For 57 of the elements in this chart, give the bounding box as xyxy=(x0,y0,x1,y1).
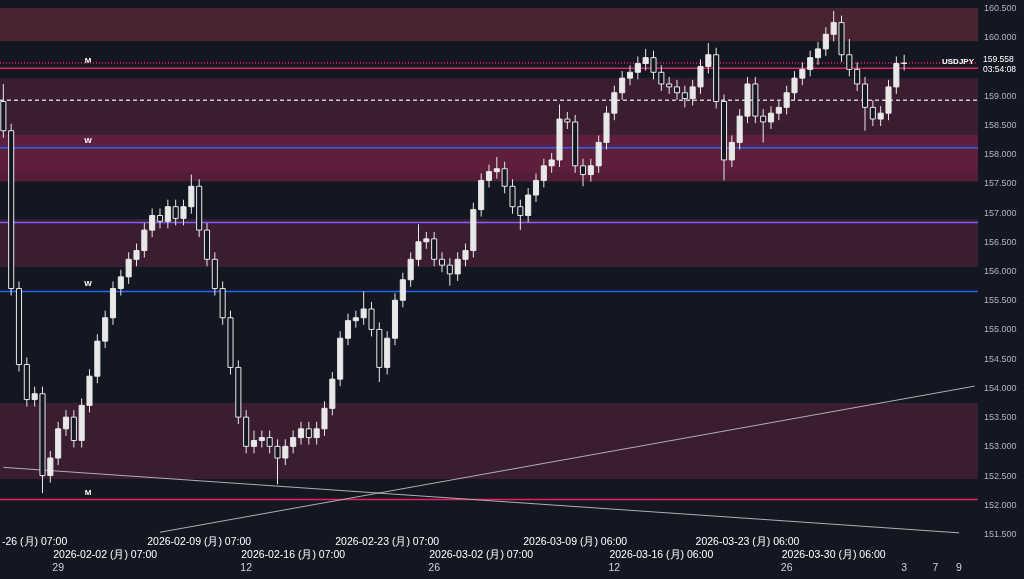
x-tick-label: 26 xyxy=(428,561,441,573)
candlestick xyxy=(579,158,587,187)
y-tick-label: 156.000 xyxy=(984,266,1017,276)
candlestick xyxy=(861,76,869,132)
x-tick-label: 2026-02-16 (月) 07:00 xyxy=(241,548,346,560)
candlestick xyxy=(673,79,681,101)
y-tick-label: 152.500 xyxy=(984,470,1017,481)
y-tick-label: 158.000 xyxy=(984,149,1017,160)
ref-line-label: M xyxy=(84,56,92,66)
x-tick-label: 26 xyxy=(780,561,793,573)
y-tick-label: 154.500 xyxy=(984,353,1017,364)
text: 159.558 xyxy=(983,54,1014,65)
y-tick-label: 155.500 xyxy=(984,295,1017,306)
x-tick-label: 9 xyxy=(956,561,963,573)
y-tick-label: 154.000 xyxy=(984,382,1017,393)
x-tick-label: 2026-03-09 (月) 06:00 xyxy=(523,535,628,547)
y-tick-label: 152.000 xyxy=(984,499,1017,510)
y-tick-label: 155.000 xyxy=(984,324,1017,335)
candlestick xyxy=(250,430,258,454)
x-tick-label: 2026-02-23 (月) 07:00 xyxy=(335,535,440,547)
y-tick-label: 153.000 xyxy=(984,441,1017,452)
x-tick-label: 2026-02-02 (月) 07:00 xyxy=(53,548,158,560)
x-tick-label: 2026-03-23 (月) 06:00 xyxy=(695,535,800,547)
y-tick-label: 151.500 xyxy=(984,529,1017,539)
candlestick xyxy=(767,105,775,130)
ref-line-label: W xyxy=(84,279,93,289)
y-tick-label: 159.000 xyxy=(984,90,1017,101)
candlestick xyxy=(62,409,70,437)
y-tick-label: 157.000 xyxy=(984,207,1017,218)
candlestick xyxy=(814,41,822,66)
candlestick xyxy=(297,421,305,446)
x-tick-label: 3 xyxy=(901,561,908,573)
x-tick-label: 2026-03-16 (月) 06:00 xyxy=(609,548,714,560)
x-tick-label: 7 xyxy=(932,561,939,573)
y-tick-label: 157.500 xyxy=(984,178,1017,189)
ref-line-label: M xyxy=(84,487,92,497)
text: 03:54:08 xyxy=(983,64,1017,75)
x-tick-label: 29 xyxy=(52,561,65,573)
y-tick-label: 156.500 xyxy=(984,236,1017,247)
ref-line-label: W xyxy=(84,135,93,145)
candlestick xyxy=(438,251,446,273)
candlestick xyxy=(626,64,634,86)
x-tick-label: 2026-03-02 (月) 07:00 xyxy=(429,548,534,560)
candlestick xyxy=(344,313,352,346)
candlestick xyxy=(532,172,540,203)
x-tick-label: 12 xyxy=(608,561,621,573)
x-tick-label: 12 xyxy=(240,561,253,573)
candlestick xyxy=(485,164,493,188)
y-tick-label: 158.500 xyxy=(984,119,1017,130)
y-tick-label: 153.500 xyxy=(984,412,1017,423)
y-tick-label: 160.000 xyxy=(984,32,1017,43)
y-tick-label: 160.500 xyxy=(984,3,1017,13)
x-tick-label: 2026-02-09 (月) 07:00 xyxy=(147,535,252,547)
annotation: USDJPY xyxy=(941,57,975,67)
x-tick-label: -26 (月) 07:00 xyxy=(2,535,68,547)
x-tick-label: 2026-03-30 (月) 06:00 xyxy=(781,548,886,560)
candlestick xyxy=(156,207,164,229)
